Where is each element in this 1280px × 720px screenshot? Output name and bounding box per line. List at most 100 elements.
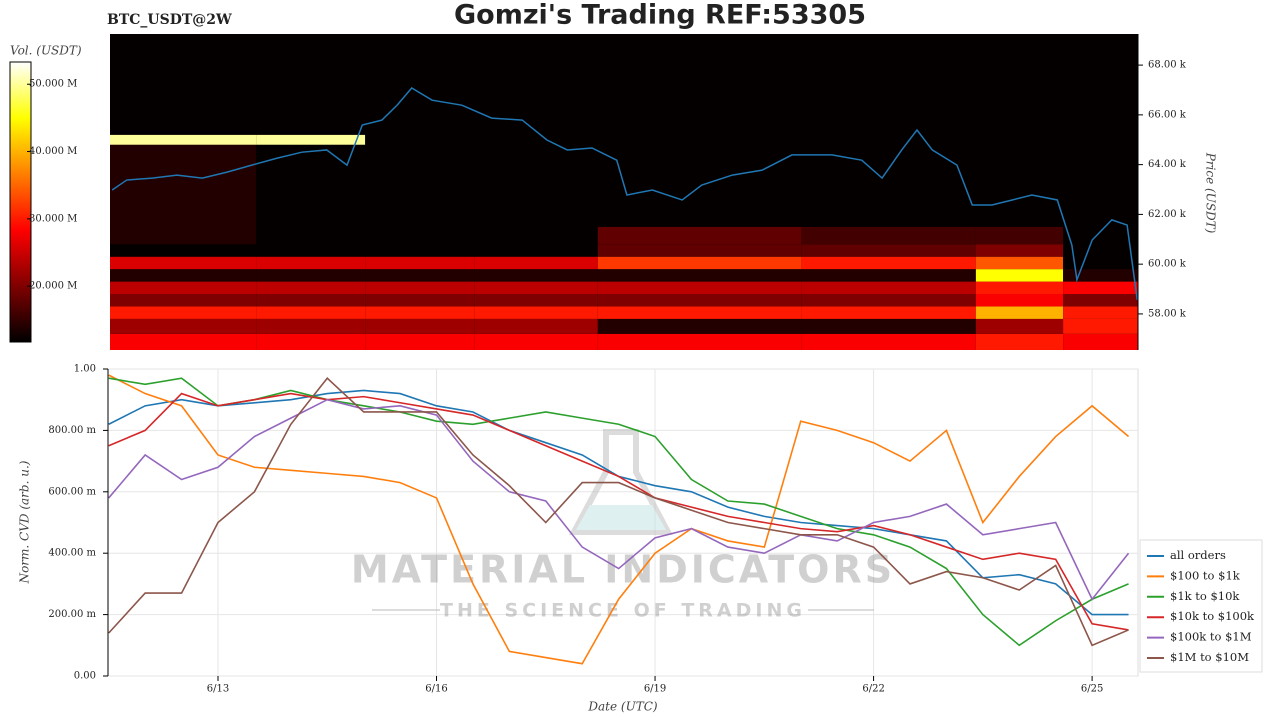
heat-cell xyxy=(975,318,1064,334)
heat-cell xyxy=(256,306,366,319)
watermark-title: MATERIAL INDICATORS xyxy=(351,548,895,592)
price-axis-label: Price (USDT) xyxy=(1204,152,1218,234)
heat-cell xyxy=(597,333,802,350)
heat-cell xyxy=(365,134,475,145)
heat-cell xyxy=(256,226,366,245)
heat-cell xyxy=(1063,294,1138,307)
heat-cell xyxy=(256,281,366,295)
heat-cell xyxy=(110,333,257,350)
colorbar-tick-label: 30.000 M xyxy=(29,213,77,224)
colorbar-tick-label: 40.000 M xyxy=(29,146,77,157)
heat-cell xyxy=(474,226,598,245)
y-tick-label: 62.00 k xyxy=(1148,209,1187,220)
y-tick-label: 0.00 xyxy=(74,671,96,682)
heat-cell xyxy=(597,256,802,270)
y-tick-label: 64.00 k xyxy=(1148,159,1187,170)
legend-label: $100 to $1k xyxy=(1170,568,1241,582)
heat-cell xyxy=(474,294,598,307)
x-tick-label: 6/13 xyxy=(207,684,229,695)
y-tick-label: 400.00 m xyxy=(48,548,96,559)
heat-cell xyxy=(1063,244,1138,257)
heat-cell xyxy=(365,144,475,227)
heat-cell xyxy=(365,294,475,307)
x-tick-label: 6/22 xyxy=(862,684,884,695)
heat-cell xyxy=(597,226,802,245)
heat-cell xyxy=(110,134,257,145)
y-tick-label: 68.00 k xyxy=(1148,60,1187,71)
heat-cell xyxy=(801,256,976,270)
colorbar-tick-label: 50.000 M xyxy=(29,79,77,90)
heat-cell xyxy=(597,269,802,282)
heat-cell xyxy=(975,294,1064,307)
heat-cell xyxy=(1063,333,1138,350)
legend-box xyxy=(1139,539,1263,673)
heat-cell xyxy=(975,306,1064,319)
heat-cell xyxy=(474,269,598,282)
heat-cell xyxy=(256,318,366,334)
x-axis-label: Date (UTC) xyxy=(587,700,657,714)
heat-cell xyxy=(110,226,257,245)
heat-cell xyxy=(1063,281,1138,295)
heat-cell xyxy=(801,244,976,257)
heat-cell xyxy=(110,256,257,270)
legend-label: $1M to $10M xyxy=(1170,650,1249,664)
heat-cell xyxy=(474,34,598,135)
heat-cell xyxy=(110,306,257,319)
heat-cell xyxy=(801,269,976,282)
heat-cell xyxy=(801,333,976,350)
heat-cell xyxy=(365,306,475,319)
chart-title: Gomzi's Trading REF:53305 xyxy=(454,0,866,31)
heat-cell xyxy=(801,318,976,334)
heat-cell xyxy=(474,281,598,295)
heat-cell xyxy=(1063,306,1138,319)
heat-cell xyxy=(1063,318,1138,334)
heat-cell xyxy=(975,333,1064,350)
heat-cell xyxy=(597,294,802,307)
heat-cell xyxy=(975,144,1064,227)
heat-cell xyxy=(597,306,802,319)
legend-label: all orders xyxy=(1170,548,1226,562)
heat-cell xyxy=(1063,144,1138,227)
heat-cell xyxy=(1063,34,1138,135)
heat-cell xyxy=(975,256,1064,270)
heatmap-layer xyxy=(110,34,1138,350)
heat-cell xyxy=(256,333,366,350)
heat-cell xyxy=(256,294,366,307)
cvd-line xyxy=(108,377,1129,647)
legend: all orders $100 to $1k $1k to $10k $10k to … xyxy=(1147,548,1255,664)
heat-cell xyxy=(801,306,976,319)
y-tick-label: 1.00 xyxy=(74,364,96,375)
y-tick-label: 58.00 k xyxy=(1148,308,1187,319)
watermark xyxy=(372,429,874,611)
heat-cell xyxy=(365,226,475,245)
heat-cell xyxy=(1063,134,1138,145)
heat-cell xyxy=(365,269,475,282)
colorbar xyxy=(9,61,32,343)
y-tick-label: 200.00 m xyxy=(48,609,96,620)
heat-cell xyxy=(110,318,257,334)
heat-cell xyxy=(597,281,802,295)
heat-cell xyxy=(256,134,366,145)
legend-label: $100k to $1M xyxy=(1170,630,1252,644)
heat-cell xyxy=(365,333,475,350)
heat-cell xyxy=(801,226,976,245)
heat-cell xyxy=(474,306,598,319)
heat-cell xyxy=(975,34,1064,135)
heat-cell xyxy=(474,144,598,227)
y-tick-label: 66.00 k xyxy=(1148,109,1187,120)
watermark-flask xyxy=(569,429,673,535)
heat-cell xyxy=(110,281,257,295)
heat-cell xyxy=(474,318,598,334)
heat-cell xyxy=(597,134,802,145)
cvd-line xyxy=(108,374,1130,665)
heat-cell xyxy=(256,144,366,227)
heat-cell xyxy=(975,269,1064,282)
cvd-line xyxy=(108,398,1130,601)
cvd-lines xyxy=(108,374,1130,665)
legend-label: $1k to $10k xyxy=(1170,589,1240,603)
heat-cell xyxy=(801,281,976,295)
heat-cell xyxy=(110,34,257,135)
heat-cell xyxy=(365,256,475,270)
heat-cell xyxy=(975,244,1064,257)
heat-cell xyxy=(801,294,976,307)
